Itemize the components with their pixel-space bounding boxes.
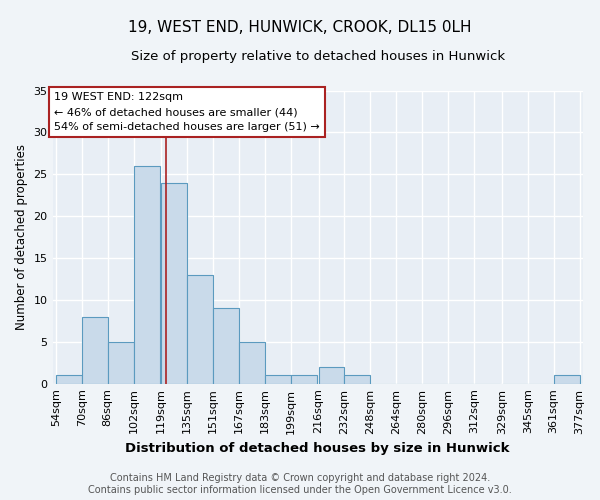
Text: 19, WEST END, HUNWICK, CROOK, DL15 0LH: 19, WEST END, HUNWICK, CROOK, DL15 0LH [128, 20, 472, 35]
Y-axis label: Number of detached properties: Number of detached properties [15, 144, 28, 330]
Bar [187, 275, 213, 384]
Text: 19 WEST END: 122sqm
← 46% of detached houses are smaller (44)
54% of semi-detach: 19 WEST END: 122sqm ← 46% of detached ho… [54, 92, 320, 132]
Bar [239, 342, 265, 384]
Title: Size of property relative to detached houses in Hunwick: Size of property relative to detached ho… [131, 50, 505, 63]
X-axis label: Distribution of detached houses by size in Hunwick: Distribution of detached houses by size … [125, 442, 510, 455]
Bar [82, 316, 107, 384]
Bar [291, 376, 317, 384]
Bar [319, 367, 344, 384]
Bar [107, 342, 134, 384]
Bar [56, 376, 82, 384]
Bar [265, 376, 291, 384]
Text: Contains HM Land Registry data © Crown copyright and database right 2024.
Contai: Contains HM Land Registry data © Crown c… [88, 474, 512, 495]
Bar [344, 376, 370, 384]
Bar [554, 376, 580, 384]
Bar [134, 166, 160, 384]
Bar [213, 308, 239, 384]
Bar [161, 182, 187, 384]
